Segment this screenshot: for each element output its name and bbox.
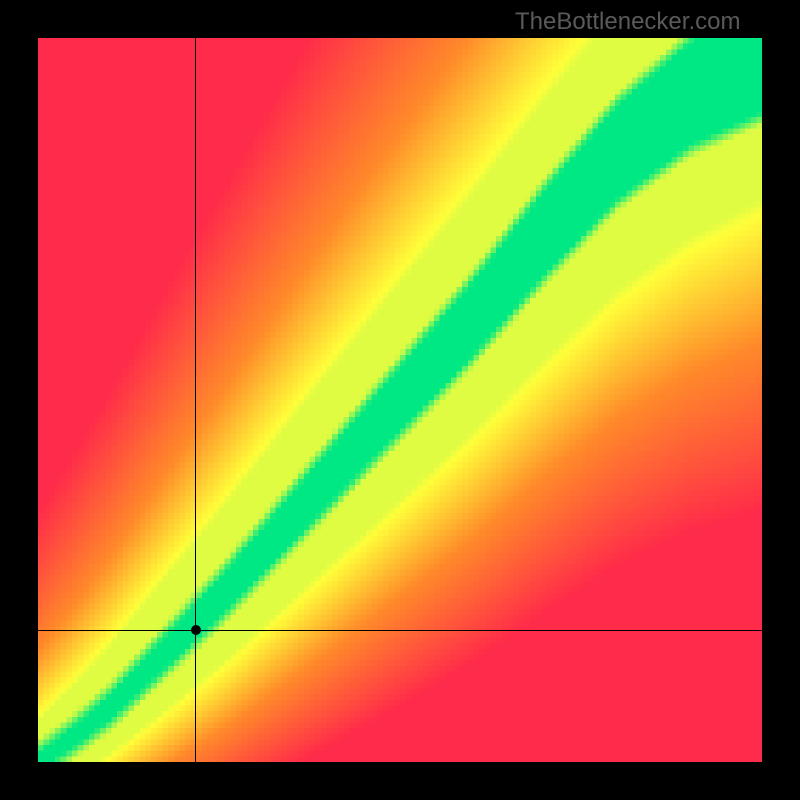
bottleneck-heatmap xyxy=(38,38,762,762)
crosshair-marker xyxy=(191,625,201,635)
crosshair-vertical xyxy=(195,38,196,762)
chart-container: TheBottlenecker.com xyxy=(0,0,800,800)
crosshair-horizontal xyxy=(38,630,762,631)
watermark-text: TheBottlenecker.com xyxy=(515,8,740,36)
